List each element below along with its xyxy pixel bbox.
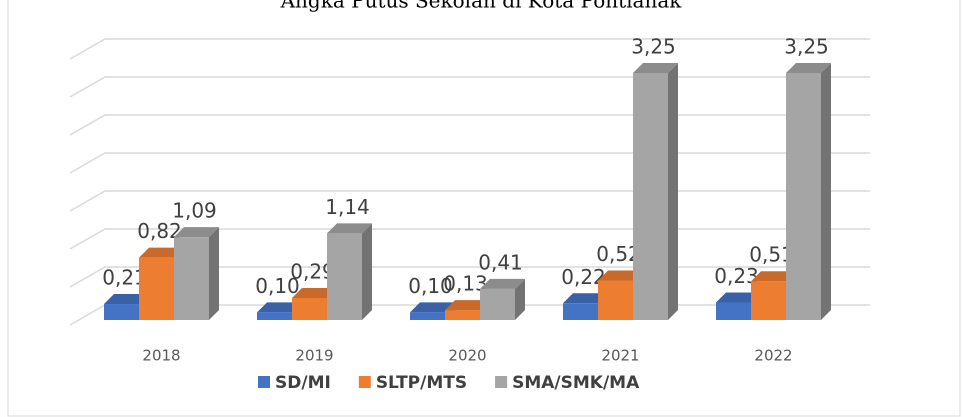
bar-top — [104, 294, 149, 305]
legend-label: SLTP/MTS — [376, 373, 467, 393]
bar-front — [104, 304, 139, 320]
bar — [104, 294, 149, 320]
grid-line — [69, 228, 870, 250]
legend-swatch — [495, 376, 508, 388]
bar-front — [410, 312, 445, 320]
grid-line — [69, 114, 870, 136]
grid-line — [69, 152, 870, 174]
bar-top — [257, 302, 302, 313]
chart-border — [7, 0, 961, 417]
data-label: 3,25 — [784, 35, 829, 59]
bar-top — [786, 63, 831, 73]
bar-top — [633, 63, 678, 73]
x-tick-label: 2022 — [754, 347, 792, 365]
bar-top — [445, 300, 490, 311]
bar-top — [174, 227, 219, 238]
bar-front — [716, 302, 751, 320]
bar — [480, 278, 525, 320]
bar-front — [563, 303, 598, 320]
data-label: 1,09 — [172, 199, 217, 223]
x-tick-label: 2019 — [295, 347, 333, 365]
bar — [174, 227, 219, 320]
bar — [633, 63, 678, 320]
legend-swatch — [358, 376, 371, 388]
bar-front — [292, 297, 327, 320]
bar-side — [821, 63, 831, 320]
bar-side — [362, 223, 372, 320]
x-tick-label: 2020 — [448, 347, 486, 365]
bar-front — [139, 257, 174, 320]
bar-top — [598, 270, 643, 281]
bar-top — [327, 223, 372, 234]
x-tick-label: 2021 — [601, 347, 639, 365]
data-label: 1,14 — [325, 195, 370, 219]
data-label: 0,41 — [478, 250, 523, 274]
bar-top — [716, 292, 761, 303]
bar-front — [633, 73, 668, 320]
bar-top — [410, 302, 455, 313]
chart-title: Angka Putus Sekolah di Kota Pontianak — [280, 0, 683, 13]
bar-top — [292, 287, 337, 298]
data-label: 0,10 — [255, 274, 300, 298]
bar-side — [515, 278, 525, 320]
bar-top — [139, 247, 184, 258]
bar-front — [445, 310, 480, 320]
x-tick-label: 2018 — [142, 347, 180, 365]
bar-front — [257, 312, 292, 320]
bar — [327, 223, 372, 320]
legend-label: SMA/SMK/MA — [512, 373, 640, 393]
bar — [786, 63, 831, 320]
bar-top — [751, 271, 796, 282]
data-label: 3,25 — [631, 35, 676, 59]
grid-line — [69, 266, 870, 288]
legend-swatch — [258, 376, 270, 388]
grid-line — [69, 190, 870, 212]
bar-front — [598, 280, 633, 320]
legend: SD/MI SLTP/MTS SMA/SMK/MA — [258, 373, 640, 393]
grid-line — [69, 38, 870, 60]
bar-side — [668, 63, 678, 320]
bar-front — [751, 281, 786, 320]
plot: 20180,210,821,0920190,100,291,1420200,10… — [69, 35, 870, 365]
data-label: 0,52 — [596, 242, 641, 266]
bar-front — [174, 237, 209, 320]
legend-label: SD/MI — [275, 373, 331, 393]
grid-line — [69, 76, 870, 98]
bar-front — [480, 288, 515, 320]
bar-top — [563, 293, 608, 304]
bar-front — [327, 233, 362, 320]
bar-front — [786, 73, 821, 320]
bar-side — [209, 227, 219, 320]
data-label: 0,10 — [408, 274, 453, 298]
bar-top — [480, 278, 525, 289]
